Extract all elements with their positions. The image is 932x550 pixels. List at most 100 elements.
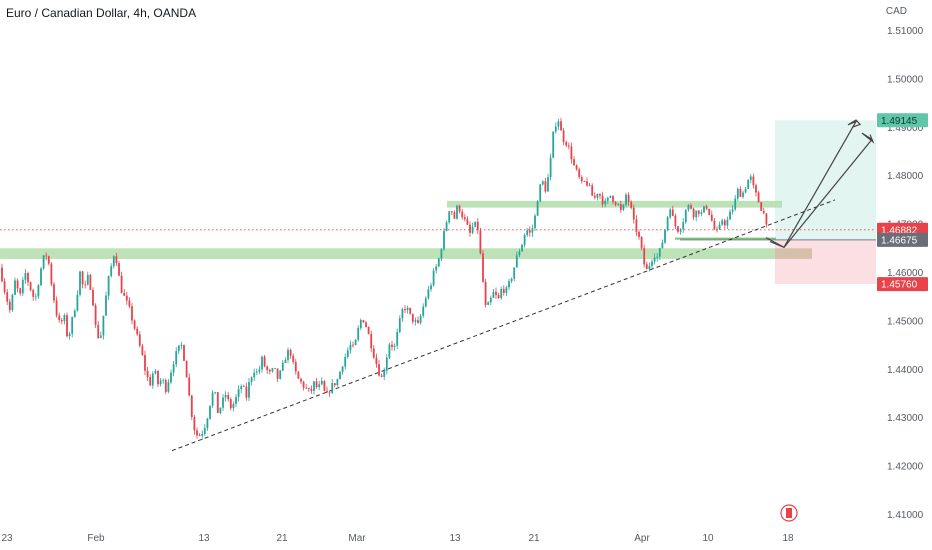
candle-body <box>331 383 334 393</box>
candle-body <box>482 253 484 282</box>
candle-body <box>445 222 448 231</box>
resistance-zone <box>447 200 782 208</box>
candle-body <box>341 366 344 372</box>
y-tick-label: 1.46000 <box>887 268 924 279</box>
candle-body <box>151 373 154 386</box>
candle-body <box>349 344 352 351</box>
candle-body <box>560 121 562 131</box>
candle-body <box>214 392 217 393</box>
price-tag-label: 1.46675 <box>881 235 918 246</box>
candle-body <box>440 249 443 259</box>
support-zone-extension <box>775 248 812 259</box>
candle-body <box>383 370 386 377</box>
candle-body <box>666 217 669 230</box>
candle-body <box>224 394 227 398</box>
candle-body <box>240 386 243 390</box>
x-tick-label: 21 <box>528 533 540 544</box>
candle-body <box>292 355 295 362</box>
candle-body <box>302 381 305 388</box>
y-tick-label: 1.41000 <box>887 510 924 521</box>
candle-body <box>578 169 581 178</box>
projection-arrow-2 <box>783 132 875 248</box>
candle-body <box>424 298 427 307</box>
price-tag <box>877 113 928 128</box>
candle-body <box>201 433 204 436</box>
candle-body <box>276 368 279 379</box>
candle-body <box>406 307 409 311</box>
candle-body <box>128 300 131 307</box>
candle-body <box>567 145 570 147</box>
candle-body <box>261 356 263 370</box>
candle-body <box>557 121 560 127</box>
candle-body <box>401 309 404 319</box>
candle-body <box>419 315 422 323</box>
candle-body <box>612 195 614 202</box>
candle-body <box>271 368 274 372</box>
candle-body <box>27 273 29 283</box>
candle-body <box>604 200 607 205</box>
candle-body <box>385 357 388 371</box>
price-tag-label: 1.45760 <box>881 280 918 291</box>
candle-body <box>729 211 731 220</box>
candle-body <box>274 368 276 370</box>
candle-body <box>227 394 230 400</box>
candle-body <box>651 261 653 266</box>
candle-body <box>86 274 89 285</box>
x-tick-label: 18 <box>782 533 794 544</box>
candle-body <box>300 378 302 382</box>
candle-body <box>157 370 159 385</box>
candle-body <box>66 315 68 337</box>
candle-body <box>183 345 185 361</box>
candle-body <box>357 328 360 340</box>
candle-body <box>190 395 193 417</box>
candle-body <box>284 359 287 363</box>
candle-body <box>726 219 729 226</box>
candle-body <box>466 219 469 225</box>
candle-body <box>55 300 58 316</box>
candle-body <box>229 399 232 409</box>
candle-body <box>645 264 648 270</box>
candle-body <box>601 195 604 205</box>
candle-body <box>133 320 136 329</box>
candle-body <box>544 181 547 192</box>
candle-body <box>136 328 139 335</box>
candle-body <box>705 206 708 209</box>
candle-body <box>674 215 677 227</box>
candle-body <box>362 320 365 323</box>
candle-body <box>648 265 651 270</box>
candle-body <box>19 288 22 294</box>
candle-body <box>617 204 620 205</box>
candle-body <box>118 263 120 276</box>
candle-body <box>29 282 32 291</box>
candle-body <box>367 326 370 335</box>
candle-body <box>144 354 146 371</box>
candle-body <box>253 372 256 378</box>
support-zone-main <box>0 248 775 259</box>
y-tick-label: 1.49000 <box>887 123 924 134</box>
maple-leaf-icon <box>786 508 792 518</box>
x-tick-label: 13 <box>449 533 461 544</box>
price-tag <box>877 232 928 247</box>
candle-body <box>71 317 74 334</box>
candle-body <box>89 274 92 290</box>
candle-body <box>573 159 575 166</box>
candle-body <box>268 370 271 372</box>
candle-body <box>521 244 523 252</box>
candle-body <box>495 291 497 296</box>
price-tag <box>877 277 928 292</box>
candle-body <box>539 184 542 202</box>
candle-body <box>170 372 172 383</box>
candle-body <box>458 205 461 212</box>
candle-body <box>443 230 445 250</box>
candle-body <box>625 194 627 205</box>
candle-body <box>141 345 144 355</box>
candle-body <box>37 285 40 297</box>
candle-body <box>411 313 414 322</box>
chart-title: Euro / Canadian Dollar, 4h, OANDA <box>6 6 197 20</box>
candle-body <box>755 185 757 193</box>
candle-body <box>398 318 401 332</box>
x-tick-label: 13 <box>198 533 210 544</box>
candle-body <box>703 206 705 213</box>
candle-body <box>487 302 490 305</box>
